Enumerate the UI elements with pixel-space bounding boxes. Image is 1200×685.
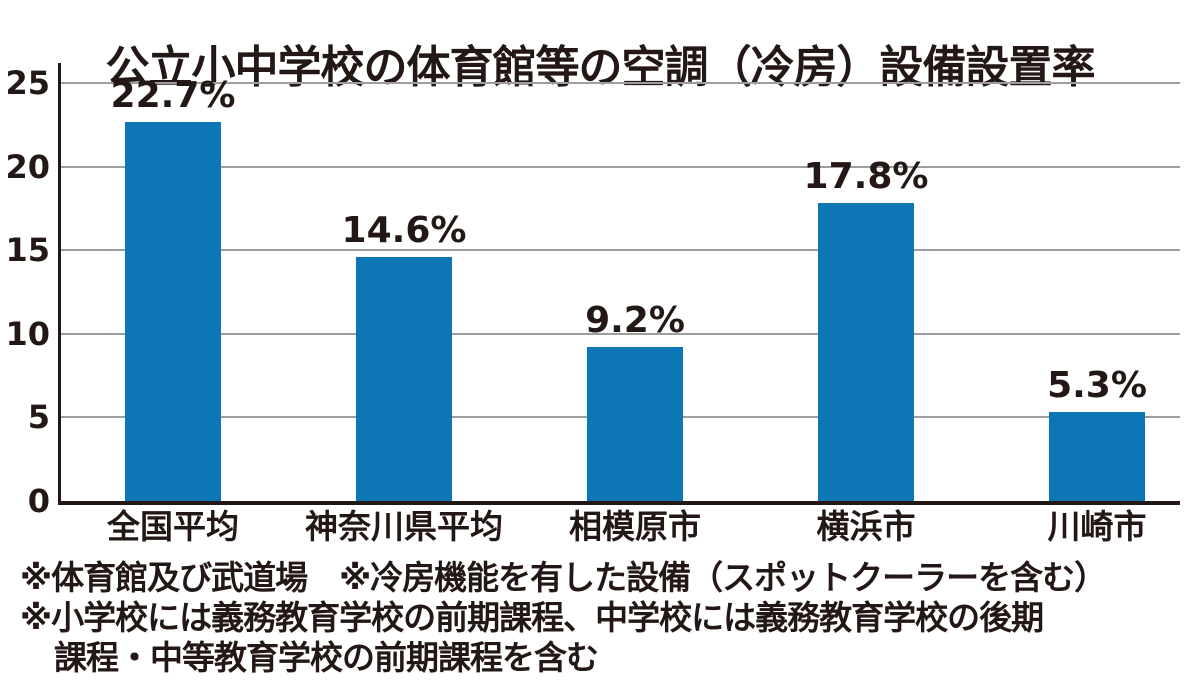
bar-3: [587, 347, 683, 501]
bar-value-label-4: 17.8%: [803, 156, 929, 198]
footnote-line-1: ※体育館及び武道場 ※冷房機能を有した設備（スポットクーラーを含む）: [20, 558, 1107, 597]
chart-title: 公立小中学校の体育館等の空調（冷房）設備設置率: [105, 42, 1096, 94]
bar-value-label-2: 14.6%: [341, 209, 467, 251]
gridline-25: [61, 82, 1180, 85]
x-axis-label-5: 川崎市: [1047, 507, 1147, 546]
x-axis-label-2: 神奈川県平均: [305, 507, 503, 546]
y-axis-line: [58, 63, 61, 505]
gridline-20: [61, 165, 1180, 168]
bar-5: [1049, 412, 1145, 501]
x-axis-label-1: 全国平均: [107, 507, 239, 546]
chart-footnotes: ※体育館及び武道場 ※冷房機能を有した設備（スポットクーラーを含む） ※小学校には…: [20, 558, 1107, 678]
y-tick-label-25: 25: [5, 64, 50, 103]
bar-value-label-1: 22.7%: [110, 74, 236, 116]
x-axis-line: [58, 501, 1180, 505]
bar-4: [818, 203, 914, 501]
y-tick-label-10: 10: [5, 314, 50, 353]
y-tick-label-15: 15: [5, 231, 50, 270]
x-axis-label-4: 横浜市: [816, 507, 916, 546]
bar-2: [356, 256, 452, 501]
x-axis-label-3: 相模原市: [569, 507, 701, 546]
y-axis-tick-labels: 0 5 10 15 20 25: [0, 63, 50, 518]
bar-value-label-3: 9.2%: [585, 300, 685, 342]
y-tick-label-20: 20: [5, 147, 50, 186]
gridline-15: [61, 249, 1180, 252]
y-tick-label-5: 5: [27, 398, 50, 437]
footnote-line-3: 課程・中等教育学校の前期課程を含む: [54, 638, 599, 677]
gridline-10: [61, 332, 1180, 335]
bar-1: [125, 121, 221, 501]
y-tick-label-0: 0: [27, 482, 50, 520]
footnote-line-2: ※小学校には義務教育学校の前期課程、中学校には義務教育学校の後期: [20, 598, 1044, 637]
bar-value-label-5: 5.3%: [1047, 365, 1147, 407]
bar-chart-plot: 22.7% 全国平均 14.6% 神奈川県平均 9.2% 相模原市 17.8% 横浜市 5.3%…: [58, 63, 1180, 543]
